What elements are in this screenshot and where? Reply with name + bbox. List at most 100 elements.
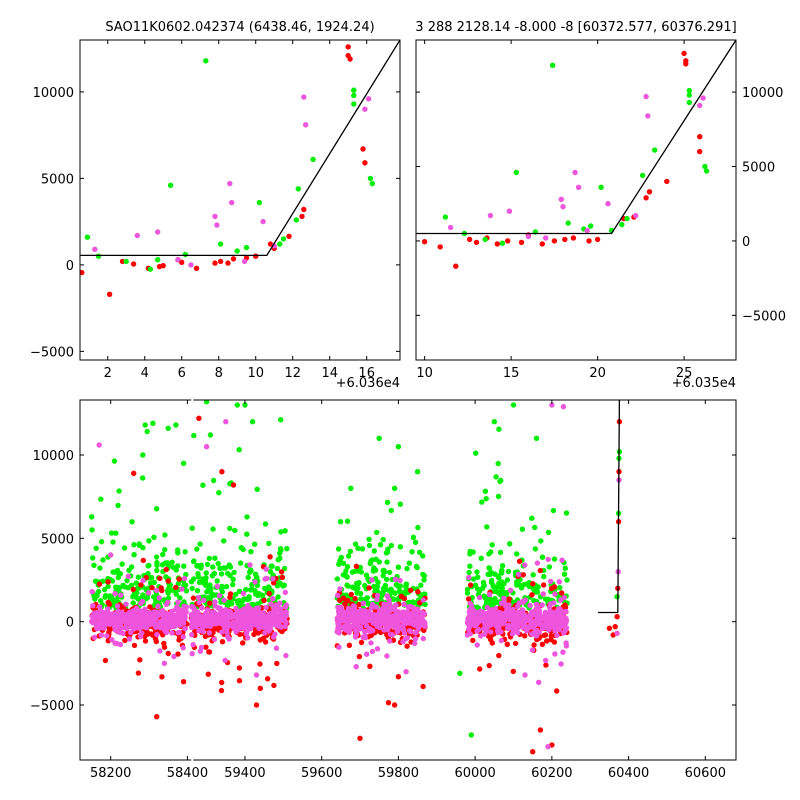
data-point-magenta [632, 212, 639, 219]
data-point-magenta [282, 589, 288, 596]
data-point-green [457, 670, 463, 676]
data-point-green [397, 544, 404, 550]
data-point-green [496, 575, 502, 581]
data-point-green [262, 521, 269, 527]
data-point-red [520, 572, 526, 578]
plot-area: 2 4 6 8 10 12 14 16 −5000 0 5000 10000 10 15 20 25 −5000… [30, 39, 786, 781]
data-point-red [165, 578, 171, 584]
data-point-green [148, 574, 155, 581]
data-point-magenta [98, 632, 105, 638]
data-point-red [356, 653, 363, 660]
data-point-magenta [215, 605, 222, 611]
data-point-magenta [561, 594, 567, 601]
data-point-magenta [700, 95, 706, 101]
data-point-green [384, 499, 391, 506]
data-point-red [586, 238, 592, 244]
data-point-magenta [542, 235, 549, 241]
data-point-red [415, 589, 421, 595]
data-point-magenta [176, 629, 183, 636]
data-point-red [153, 638, 160, 645]
data-point-magenta [211, 609, 217, 615]
y-tick-label: 0 [66, 259, 74, 274]
data-point-green [349, 584, 356, 590]
data-point-magenta [274, 615, 281, 622]
data-point-green [495, 460, 501, 467]
data-point-red [612, 623, 618, 630]
data-point-magenta [509, 609, 515, 615]
data-point-green [95, 253, 102, 259]
data-point-green [492, 595, 498, 602]
data-point-red [531, 642, 537, 648]
data-point-magenta [252, 579, 258, 585]
data-point-green [210, 526, 216, 532]
data-point-magenta [123, 601, 129, 607]
data-point-green [181, 563, 187, 569]
data-point-magenta [240, 590, 247, 597]
data-point-magenta [351, 605, 357, 612]
data-point-green [491, 419, 497, 425]
data-point-green [108, 594, 114, 600]
data-point-green [248, 548, 254, 555]
data-point-green [214, 578, 220, 584]
data-point-green [147, 266, 154, 272]
data-point-magenta [511, 615, 517, 621]
data-point-green [231, 569, 237, 576]
data-point-green [183, 588, 190, 594]
data-point-magenta [109, 637, 115, 643]
data-point-red [570, 235, 577, 241]
data-point-red [551, 584, 558, 590]
data-point-magenta [301, 94, 307, 100]
data-point-green [374, 529, 380, 536]
data-point-green [146, 562, 152, 569]
data-point-green [564, 577, 570, 583]
data-point-green [340, 560, 347, 566]
y-tick-label: 10000 [33, 449, 74, 464]
data-point-green [482, 236, 488, 243]
data-point-green [177, 595, 183, 601]
data-point-magenta [497, 621, 503, 627]
data-point-green [406, 560, 412, 566]
data-point-magenta [505, 603, 511, 610]
data-point-magenta [519, 598, 526, 605]
data-point-red [271, 682, 277, 689]
data-point-magenta [197, 613, 203, 619]
data-point-red [206, 649, 212, 655]
data-point-magenta [337, 586, 343, 592]
data-point-magenta [388, 614, 394, 620]
data-point-magenta [264, 622, 270, 628]
data-point-red [395, 673, 402, 680]
data-point-red [190, 595, 197, 601]
data-point-red [225, 260, 231, 266]
data-point-red [340, 595, 347, 601]
data-point-magenta [191, 624, 197, 630]
data-point-magenta [336, 609, 342, 616]
data-point-magenta [496, 614, 502, 620]
data-point-magenta [272, 631, 278, 637]
data-point-magenta [163, 623, 170, 630]
data-point-green [686, 87, 692, 94]
data-point-green [391, 485, 398, 491]
data-point-green [479, 585, 486, 591]
data-point-red [251, 631, 257, 638]
data-point-green [191, 576, 197, 582]
data-point-magenta [199, 605, 205, 611]
data-point-red [417, 600, 423, 606]
data-point-magenta [384, 627, 391, 633]
data-point-green [110, 539, 116, 545]
data-point-magenta [157, 648, 163, 654]
x-tick-label: 10 [247, 366, 264, 381]
data-point-magenta [392, 617, 398, 623]
data-point-magenta [365, 609, 372, 615]
data-point-green [499, 240, 506, 246]
data-point-magenta [211, 636, 218, 642]
data-point-green [531, 524, 538, 531]
data-point-green [377, 541, 384, 548]
data-point-green [236, 597, 242, 604]
data-point-magenta [125, 573, 132, 579]
data-point-red [142, 638, 149, 644]
data-point-red [131, 470, 137, 476]
data-point-red [236, 677, 243, 684]
data-point-green [162, 532, 168, 538]
data-point-magenta [133, 624, 140, 630]
data-point-green [154, 562, 160, 568]
